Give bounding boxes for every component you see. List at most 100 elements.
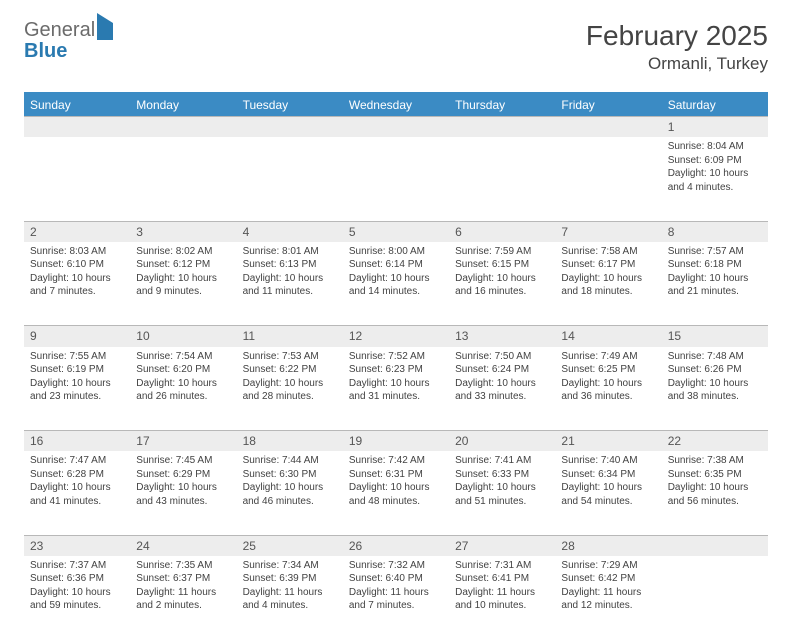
daylight-text: Daylight: 10 hours and 4 minutes. — [668, 167, 762, 194]
day-number: 3 — [136, 225, 143, 239]
sunrise-text: Sunrise: 7:54 AM — [136, 350, 230, 364]
day-body-row: Sunrise: 7:55 AMSunset: 6:19 PMDaylight:… — [24, 347, 768, 431]
day-body-cell — [449, 137, 555, 221]
sunrise-text: Sunrise: 8:03 AM — [30, 245, 124, 259]
day-body-cell: Sunrise: 7:59 AMSunset: 6:15 PMDaylight:… — [449, 242, 555, 326]
daylight-text: Daylight: 10 hours and 33 minutes. — [455, 377, 549, 404]
day-body-cell — [555, 137, 661, 221]
daylight-text: Daylight: 10 hours and 51 minutes. — [455, 481, 549, 508]
day-number-cell — [449, 117, 555, 138]
day-number: 26 — [349, 539, 362, 553]
day-body-cell: Sunrise: 7:55 AMSunset: 6:19 PMDaylight:… — [24, 347, 130, 431]
day-body-cell: Sunrise: 7:40 AMSunset: 6:34 PMDaylight:… — [555, 451, 661, 535]
sunset-text: Sunset: 6:25 PM — [561, 363, 655, 377]
sunset-text: Sunset: 6:29 PM — [136, 468, 230, 482]
day-number-cell: 13 — [449, 326, 555, 347]
day-number-cell: 18 — [237, 431, 343, 452]
day-body-cell: Sunrise: 7:31 AMSunset: 6:41 PMDaylight:… — [449, 556, 555, 640]
daylight-text: Daylight: 11 hours and 7 minutes. — [349, 586, 443, 613]
day-number-cell — [343, 117, 449, 138]
daylight-text: Daylight: 11 hours and 2 minutes. — [136, 586, 230, 613]
daylight-text: Daylight: 10 hours and 16 minutes. — [455, 272, 549, 299]
day-body-cell: Sunrise: 7:50 AMSunset: 6:24 PMDaylight:… — [449, 347, 555, 431]
daylight-text: Daylight: 11 hours and 10 minutes. — [455, 586, 549, 613]
sunrise-text: Sunrise: 7:44 AM — [243, 454, 337, 468]
sunrise-text: Sunrise: 7:47 AM — [30, 454, 124, 468]
day-body-cell: Sunrise: 8:02 AMSunset: 6:12 PMDaylight:… — [130, 242, 236, 326]
daylight-text: Daylight: 10 hours and 46 minutes. — [243, 481, 337, 508]
day-body-cell — [24, 137, 130, 221]
sunset-text: Sunset: 6:34 PM — [561, 468, 655, 482]
daylight-text: Daylight: 10 hours and 38 minutes. — [668, 377, 762, 404]
sunset-text: Sunset: 6:37 PM — [136, 572, 230, 586]
day-number: 18 — [243, 434, 256, 448]
day-body-row: Sunrise: 8:04 AMSunset: 6:09 PMDaylight:… — [24, 137, 768, 221]
day-body-cell: Sunrise: 7:44 AMSunset: 6:30 PMDaylight:… — [237, 451, 343, 535]
day-number: 17 — [136, 434, 149, 448]
day-body-cell — [130, 137, 236, 221]
sunset-text: Sunset: 6:26 PM — [668, 363, 762, 377]
sunset-text: Sunset: 6:19 PM — [30, 363, 124, 377]
sunset-text: Sunset: 6:17 PM — [561, 258, 655, 272]
day-number: 24 — [136, 539, 149, 553]
sunset-text: Sunset: 6:12 PM — [136, 258, 230, 272]
day-body-cell: Sunrise: 7:41 AMSunset: 6:33 PMDaylight:… — [449, 451, 555, 535]
sunset-text: Sunset: 6:39 PM — [243, 572, 337, 586]
day-number: 25 — [243, 539, 256, 553]
day-number: 5 — [349, 225, 356, 239]
day-number-row: 1 — [24, 117, 768, 138]
day-number-cell: 21 — [555, 431, 661, 452]
day-number-cell: 4 — [237, 221, 343, 242]
title-block: February 2025 Ormanli, Turkey — [586, 20, 768, 74]
daylight-text: Daylight: 10 hours and 59 minutes. — [30, 586, 124, 613]
day-body-cell: Sunrise: 7:32 AMSunset: 6:40 PMDaylight:… — [343, 556, 449, 640]
daylight-text: Daylight: 10 hours and 48 minutes. — [349, 481, 443, 508]
daylight-text: Daylight: 10 hours and 23 minutes. — [30, 377, 124, 404]
sunrise-text: Sunrise: 7:50 AM — [455, 350, 549, 364]
day-number: 16 — [30, 434, 43, 448]
sunrise-text: Sunrise: 7:49 AM — [561, 350, 655, 364]
day-number: 23 — [30, 539, 43, 553]
day-number-row: 9101112131415 — [24, 326, 768, 347]
sunset-text: Sunset: 6:42 PM — [561, 572, 655, 586]
sunrise-text: Sunrise: 7:42 AM — [349, 454, 443, 468]
day-number: 6 — [455, 225, 462, 239]
day-body-row: Sunrise: 7:47 AMSunset: 6:28 PMDaylight:… — [24, 451, 768, 535]
day-number: 21 — [561, 434, 574, 448]
day-number: 15 — [668, 329, 681, 343]
day-number: 9 — [30, 329, 37, 343]
day-body-cell: Sunrise: 7:54 AMSunset: 6:20 PMDaylight:… — [130, 347, 236, 431]
day-body-cell: Sunrise: 7:58 AMSunset: 6:17 PMDaylight:… — [555, 242, 661, 326]
sunrise-text: Sunrise: 7:53 AM — [243, 350, 337, 364]
daylight-text: Daylight: 10 hours and 41 minutes. — [30, 481, 124, 508]
day-body-cell: Sunrise: 7:57 AMSunset: 6:18 PMDaylight:… — [662, 242, 768, 326]
day-body-row: Sunrise: 7:37 AMSunset: 6:36 PMDaylight:… — [24, 556, 768, 640]
day-number: 1 — [668, 120, 675, 134]
sunrise-text: Sunrise: 7:29 AM — [561, 559, 655, 573]
day-number-cell: 25 — [237, 535, 343, 556]
sunrise-text: Sunrise: 8:00 AM — [349, 245, 443, 259]
day-number-cell: 17 — [130, 431, 236, 452]
day-header: Wednesday — [343, 93, 449, 117]
day-number: 22 — [668, 434, 681, 448]
day-number: 27 — [455, 539, 468, 553]
daylight-text: Daylight: 10 hours and 9 minutes. — [136, 272, 230, 299]
sunrise-text: Sunrise: 8:02 AM — [136, 245, 230, 259]
day-body-cell: Sunrise: 7:52 AMSunset: 6:23 PMDaylight:… — [343, 347, 449, 431]
day-number-cell — [662, 535, 768, 556]
sunrise-text: Sunrise: 7:41 AM — [455, 454, 549, 468]
calendar-table: Sunday Monday Tuesday Wednesday Thursday… — [24, 92, 768, 640]
sunrise-text: Sunrise: 7:40 AM — [561, 454, 655, 468]
daylight-text: Daylight: 10 hours and 56 minutes. — [668, 481, 762, 508]
day-number-cell: 16 — [24, 431, 130, 452]
brand-logo: General Blue — [24, 20, 113, 62]
day-number: 4 — [243, 225, 250, 239]
day-number-cell: 15 — [662, 326, 768, 347]
day-number-cell: 1 — [662, 117, 768, 138]
sunset-text: Sunset: 6:28 PM — [30, 468, 124, 482]
sunset-text: Sunset: 6:15 PM — [455, 258, 549, 272]
sunrise-text: Sunrise: 7:34 AM — [243, 559, 337, 573]
location-label: Ormanli, Turkey — [586, 54, 768, 74]
day-body-cell: Sunrise: 7:49 AMSunset: 6:25 PMDaylight:… — [555, 347, 661, 431]
day-number: 19 — [349, 434, 362, 448]
